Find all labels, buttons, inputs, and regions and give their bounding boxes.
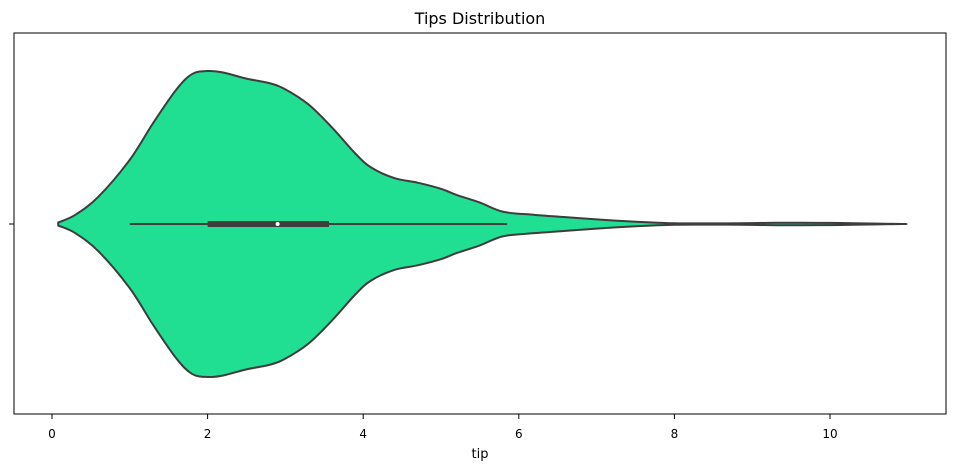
x-tick-label: 10 [822, 427, 837, 441]
x-tick-label: 6 [515, 427, 523, 441]
x-axis-label: tip [472, 447, 489, 462]
chart-title: Tips Distribution [414, 9, 546, 28]
median-point [275, 222, 280, 226]
x-axis: 0 2 4 6 8 10 [48, 414, 838, 441]
x-tick-label: 8 [671, 427, 679, 441]
box-iqr [207, 221, 329, 227]
x-tick-label: 4 [359, 427, 367, 441]
plot-area [57, 69, 908, 379]
x-tick-label: 0 [48, 427, 56, 441]
x-tick-label: 2 [204, 427, 212, 441]
